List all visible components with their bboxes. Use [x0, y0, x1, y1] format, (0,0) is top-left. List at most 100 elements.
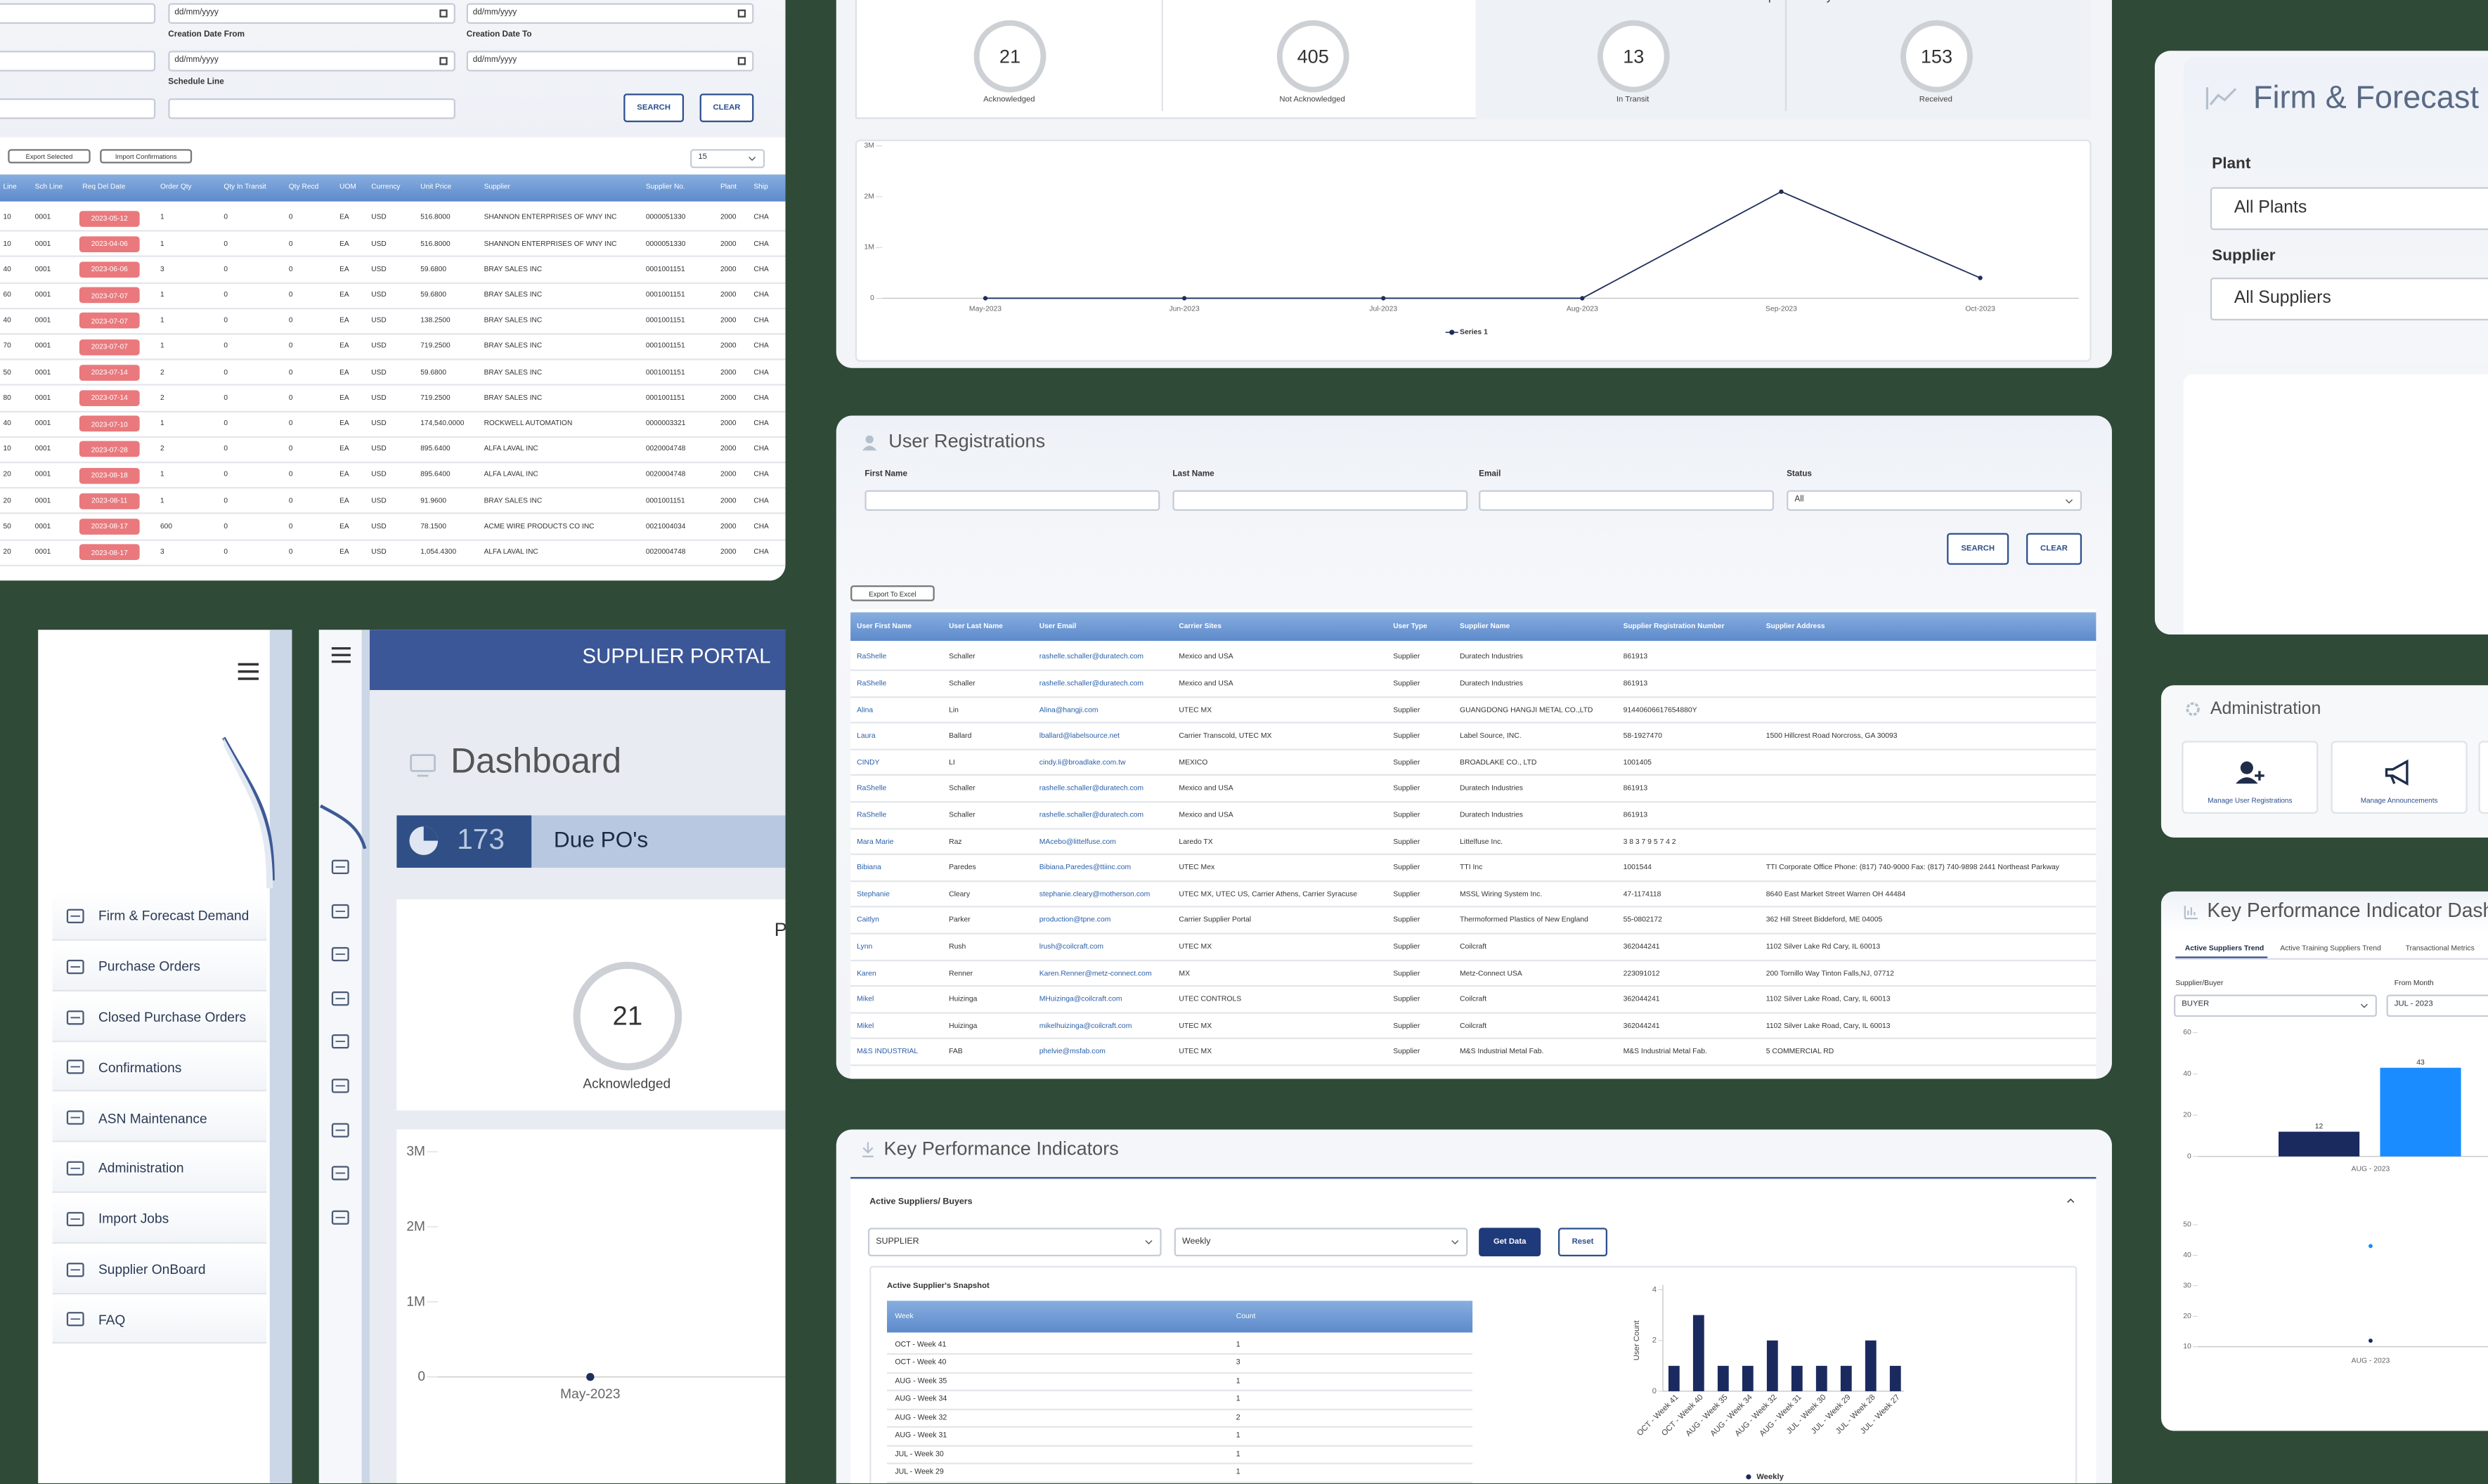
table-cell: 1 [160, 341, 164, 350]
select[interactable] [1787, 490, 2082, 511]
menu-item[interactable] [52, 1296, 267, 1345]
table-cell: 0001 [34, 393, 51, 401]
admin-tile[interactable] [2478, 741, 2488, 814]
table-cell: 2000 [720, 238, 737, 247]
table-cell: 0020004748 [645, 444, 686, 453]
input[interactable] [864, 490, 1160, 511]
import-button[interactable]: Import Confirmations [100, 149, 193, 164]
menu-item[interactable] [52, 1195, 267, 1244]
export-button[interactable]: Export To Excel [850, 585, 935, 601]
graphic [319, 804, 367, 850]
table-cell: 0 [223, 367, 228, 375]
y-tick-label: 40 [2183, 1251, 2191, 1259]
table-cell: Lin [949, 705, 959, 714]
clear-button[interactable]: CLEAR [2026, 533, 2082, 565]
input[interactable] [1172, 490, 1468, 511]
table-cell: 174,540.0000 [420, 418, 465, 427]
select[interactable] [690, 149, 765, 169]
menu-item[interactable] [52, 943, 267, 991]
select[interactable] [2210, 278, 2488, 321]
menu-item[interactable] [52, 1246, 267, 1294]
tab[interactable]: Transactional Metrics [2405, 944, 2475, 953]
menu-label: Supplier OnBoard [98, 1261, 206, 1277]
input[interactable] [1479, 490, 1775, 511]
panel-title: User Registrations [888, 430, 1046, 453]
table-cell: 2000 [720, 469, 737, 479]
search-button[interactable]: SEARCH [1947, 533, 2009, 565]
select[interactable] [1174, 1228, 1468, 1257]
input[interactable] [466, 3, 754, 24]
row-divider [0, 513, 786, 514]
reset-button[interactable]: Reset [1558, 1228, 1608, 1257]
column-header: Line [3, 182, 17, 190]
select[interactable] [2386, 994, 2488, 1017]
page-title: Dashboard [451, 741, 622, 781]
content-card [2183, 374, 2488, 635]
table-cell: 0 [288, 469, 293, 479]
table-cell: 59.6800 [420, 367, 447, 375]
select[interactable] [2210, 187, 2488, 230]
table-cell: 0 [223, 341, 228, 350]
table-cell: Stephanie [857, 890, 890, 898]
rail-curve [319, 804, 367, 850]
menu-item[interactable] [52, 1145, 267, 1193]
bar-value-label: 12 [2315, 1123, 2324, 1131]
calendar-icon [439, 8, 448, 17]
table-cell: 1 [1236, 1431, 1240, 1440]
menu-label: Import Jobs [98, 1210, 169, 1227]
row-divider [850, 1038, 2097, 1039]
table-cell: USD [371, 238, 387, 247]
input[interactable] [168, 3, 455, 24]
graphic [331, 1210, 349, 1225]
table-cell: 2000 [720, 367, 737, 375]
get-data-button[interactable]: Get Data [1479, 1228, 1541, 1257]
tab[interactable]: Active Training Suppliers Trend [2280, 944, 2381, 953]
clear-button[interactable]: CLEAR [699, 93, 754, 122]
search-button[interactable]: SEARCH [623, 93, 685, 122]
select[interactable] [867, 1228, 1162, 1257]
table-cell: Laredo TX [1179, 837, 1213, 845]
menu-item[interactable] [52, 893, 267, 941]
icon-strip [318, 630, 362, 1483]
table-cell: 2 [160, 393, 164, 401]
section-title: Active Suppliers/ Buyers [869, 1197, 973, 1208]
table-cell: Huizinga [949, 995, 978, 1003]
row-divider [850, 748, 2097, 750]
table-cell: 0 [288, 418, 293, 427]
table-cell: 516.8000 [420, 238, 451, 247]
table-cell: 1 [1236, 1468, 1240, 1476]
menu-item[interactable] [52, 1044, 267, 1093]
table-cell: CHA [753, 393, 769, 401]
hamburger-bar [331, 653, 351, 656]
column-header: Plant [720, 182, 737, 190]
input[interactable] [0, 51, 156, 72]
input[interactable] [168, 51, 455, 72]
input[interactable] [0, 3, 156, 24]
admin-tile[interactable] [2182, 741, 2319, 814]
bar [1791, 1365, 1803, 1391]
select[interactable] [2173, 994, 2377, 1017]
table-cell: Mexico and USA [1179, 652, 1233, 661]
table-cell: MAcebo@littelfuse.com [1039, 837, 1116, 845]
table-cell: EA [339, 341, 349, 350]
menu-label: FAQ [98, 1311, 126, 1328]
menu-item[interactable] [52, 994, 267, 1042]
admin-tile[interactable] [2331, 741, 2468, 814]
table-cell: BRAY SALES INC [484, 315, 543, 324]
input[interactable] [466, 51, 754, 72]
table-cell: 1500 Hillcrest Road Norcross, GA 30093 [1765, 731, 1898, 740]
table-cell: 2000 [720, 547, 737, 556]
tab[interactable]: Active Suppliers Trend [2184, 944, 2265, 953]
row-divider [887, 1426, 1473, 1427]
gauge-value: 21 [611, 1000, 642, 1030]
table-cell: ALFA LAVAL INC [484, 469, 538, 479]
input[interactable] [168, 98, 455, 119]
input[interactable] [0, 98, 156, 119]
table-cell: USD [371, 264, 387, 273]
table-cell: 3 [1236, 1358, 1240, 1367]
table-cell: MHuizinga@coilcraft.com [1039, 995, 1122, 1003]
menu-item[interactable] [52, 1095, 267, 1143]
export-button[interactable]: Export Selected [8, 149, 91, 164]
table-cell: 1102 Silver Lake Road, Cary, IL 60013 [1765, 995, 1891, 1003]
graphic [2067, 1198, 2075, 1203]
